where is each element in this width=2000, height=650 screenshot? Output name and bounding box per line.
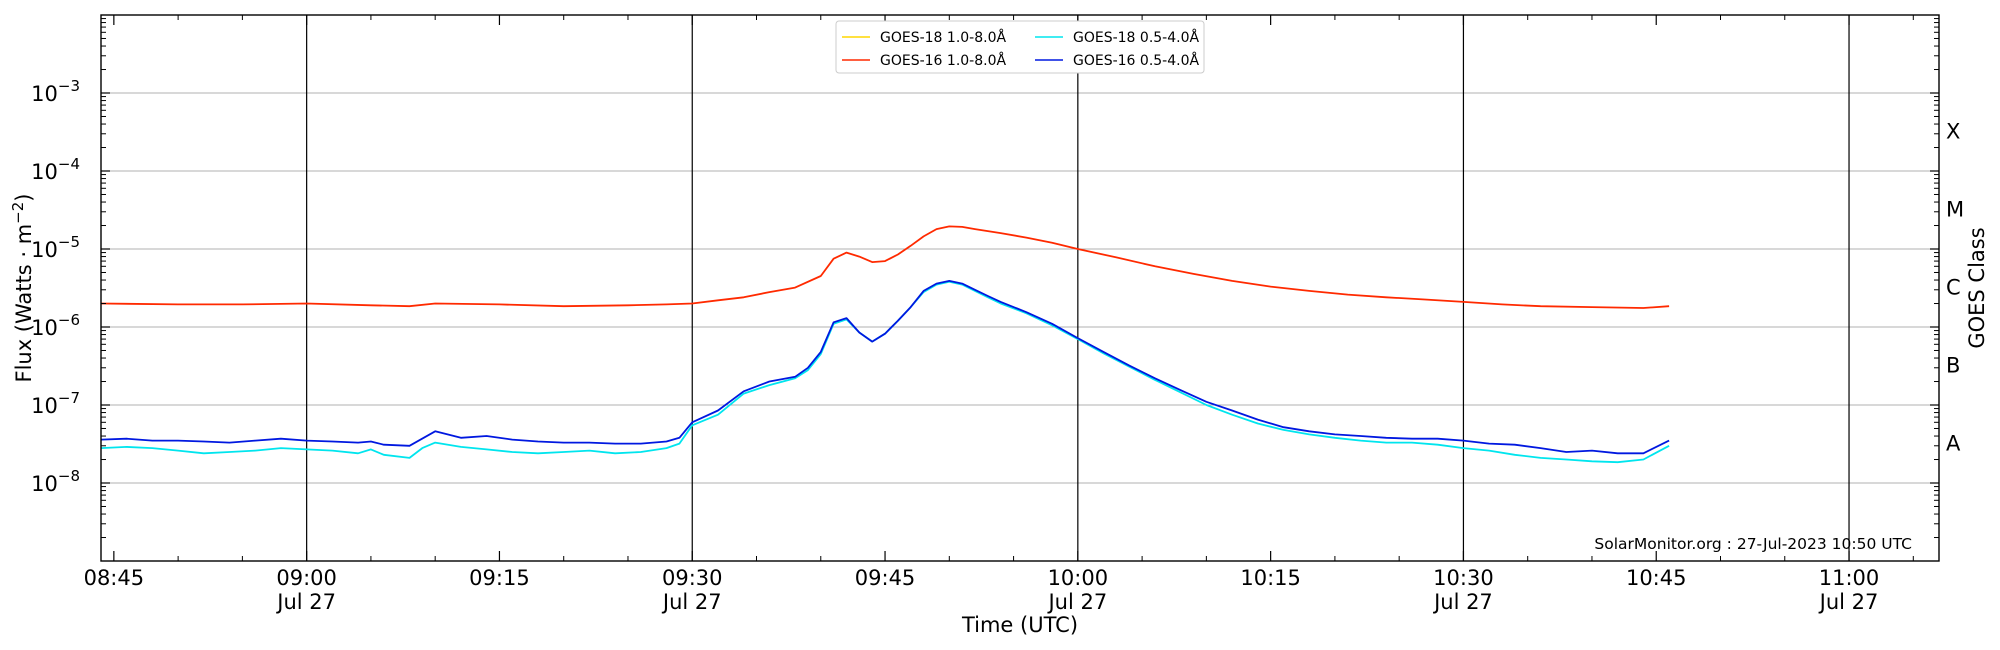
x-tick-label: 09:45 bbox=[855, 566, 916, 590]
x-tick-date-label: Jul 27 bbox=[1818, 590, 1879, 614]
goes-class-label: B bbox=[1946, 354, 1960, 378]
vertical-lines-layer bbox=[306, 15, 1850, 561]
x-tick-date-label: Jul 27 bbox=[275, 590, 336, 614]
grid-layer bbox=[101, 92, 1939, 484]
x-tick-label: 10:45 bbox=[1626, 566, 1687, 590]
series-line bbox=[100, 225, 1670, 309]
y-tick-label: 10−7 bbox=[31, 389, 80, 418]
x-tick-label: 10:15 bbox=[1240, 566, 1301, 590]
goes-class-labels: A B C M X bbox=[1946, 120, 1964, 456]
series-line bbox=[100, 280, 1670, 464]
legend-box bbox=[835, 20, 1205, 74]
x-tick-label: 08:45 bbox=[84, 566, 145, 590]
x-tick-label: 09:30 bbox=[662, 566, 723, 590]
x-tick-label: 11:00 bbox=[1819, 566, 1880, 590]
legend-label-goes18-long: GOES-18 1.0-8.0Å bbox=[880, 29, 1006, 46]
legend-label-goes16-short: GOES-16 0.5-4.0Å bbox=[1073, 52, 1199, 69]
x-tick-label: 09:15 bbox=[469, 566, 530, 590]
y-tick-label: 10−4 bbox=[31, 155, 80, 184]
y-tick-label: 10−8 bbox=[31, 467, 80, 496]
x-tick-date-label: Jul 27 bbox=[661, 590, 722, 614]
x-tick-label: 10:00 bbox=[1048, 566, 1109, 590]
y-tick-label: 10−3 bbox=[31, 77, 80, 106]
legend-label-goes18-short: GOES-18 0.5-4.0Å bbox=[1073, 29, 1199, 46]
x-axis-title: Time (UTC) bbox=[961, 613, 1078, 637]
x-tick-date-label: Jul 27 bbox=[1432, 590, 1493, 614]
x-tick-label: 10:30 bbox=[1433, 566, 1494, 590]
legend-label-goes16-long: GOES-16 1.0-8.0Å bbox=[880, 52, 1006, 69]
y-axis-title: Flux (Watts · m−2) bbox=[9, 193, 36, 382]
series-layer bbox=[100, 225, 1670, 464]
goes-class-label: X bbox=[1946, 120, 1960, 144]
goes-class-label: A bbox=[1946, 432, 1961, 456]
legend: GOES-18 1.0-8.0Å GOES-16 1.0-8.0Å GOES-1… bbox=[835, 20, 1205, 74]
x-tick-label: 09:00 bbox=[276, 566, 337, 590]
y-axis-ticks: 10−8 10−7 10−6 10−5 10−4 10−3 bbox=[31, 18, 1939, 539]
y-tick-label: 10−5 bbox=[31, 233, 80, 262]
y-tick-label: 10−6 bbox=[31, 311, 80, 340]
goes-class-label: C bbox=[1946, 276, 1961, 300]
right-axis-title: GOES Class bbox=[1965, 227, 1989, 348]
x-tick-date-label: Jul 27 bbox=[1046, 590, 1107, 614]
credit-text: SolarMonitor.org : 27-Jul-2023 10:50 UTC bbox=[1594, 535, 1912, 553]
goes-class-label: M bbox=[1946, 198, 1964, 222]
series-line bbox=[100, 279, 1670, 455]
plot-frame bbox=[100, 14, 1940, 562]
